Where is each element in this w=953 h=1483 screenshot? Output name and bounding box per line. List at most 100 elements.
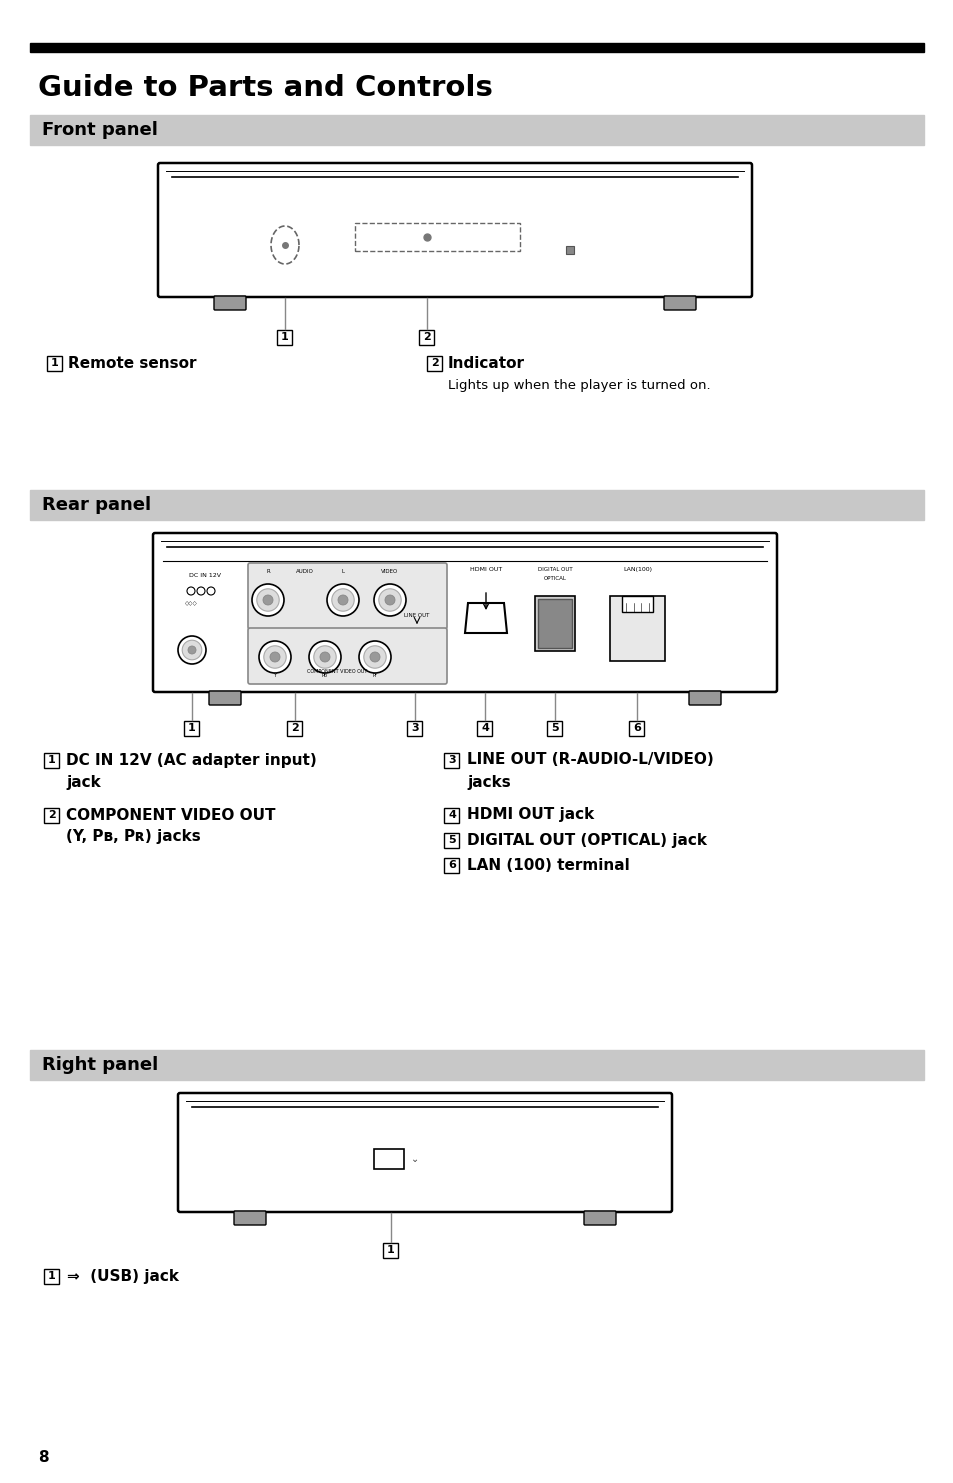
Circle shape xyxy=(187,587,194,595)
FancyBboxPatch shape xyxy=(158,163,751,297)
Text: 1: 1 xyxy=(281,332,289,343)
Circle shape xyxy=(178,636,206,664)
Text: Right panel: Right panel xyxy=(42,1056,158,1074)
Circle shape xyxy=(188,647,195,654)
Circle shape xyxy=(314,645,335,669)
Circle shape xyxy=(264,645,286,669)
Text: 3: 3 xyxy=(411,724,418,733)
Text: Pr: Pr xyxy=(373,673,377,678)
Circle shape xyxy=(252,584,284,615)
FancyBboxPatch shape xyxy=(583,1212,616,1225)
Bar xyxy=(30,489,923,521)
FancyBboxPatch shape xyxy=(444,808,459,823)
FancyBboxPatch shape xyxy=(209,691,241,704)
Circle shape xyxy=(337,595,348,605)
Bar xyxy=(355,222,519,251)
Text: Rear panel: Rear panel xyxy=(42,495,151,515)
Circle shape xyxy=(182,641,202,660)
FancyBboxPatch shape xyxy=(407,721,422,736)
Text: Indicator: Indicator xyxy=(448,356,524,371)
Circle shape xyxy=(370,653,379,661)
Text: LINE OUT: LINE OUT xyxy=(404,612,429,618)
FancyBboxPatch shape xyxy=(444,832,459,847)
Text: ⇒  (USB) jack: ⇒ (USB) jack xyxy=(67,1268,179,1283)
Circle shape xyxy=(263,595,273,605)
Text: Remote sensor: Remote sensor xyxy=(68,356,196,371)
Text: Guide to Parts and Controls: Guide to Parts and Controls xyxy=(38,74,493,102)
Bar xyxy=(30,1050,923,1080)
FancyBboxPatch shape xyxy=(287,721,302,736)
Bar xyxy=(621,596,652,612)
Text: OPTICAL: OPTICAL xyxy=(543,575,566,581)
Text: 2: 2 xyxy=(423,332,431,343)
Circle shape xyxy=(319,653,330,661)
Circle shape xyxy=(270,653,280,661)
Text: COMPONENT VIDEO OUT: COMPONENT VIDEO OUT xyxy=(66,808,275,823)
Text: Pb: Pb xyxy=(322,673,328,678)
Circle shape xyxy=(196,587,205,595)
Text: Lights up when the player is turned on.: Lights up when the player is turned on. xyxy=(448,378,710,392)
FancyBboxPatch shape xyxy=(248,564,447,629)
Bar xyxy=(30,43,923,52)
Bar xyxy=(565,246,574,254)
Text: 5: 5 xyxy=(551,724,558,733)
FancyBboxPatch shape xyxy=(48,356,63,371)
FancyBboxPatch shape xyxy=(152,532,776,693)
Text: 1: 1 xyxy=(387,1246,395,1255)
Circle shape xyxy=(309,641,340,673)
Text: Front panel: Front panel xyxy=(42,122,157,139)
Text: 6: 6 xyxy=(448,860,456,871)
Circle shape xyxy=(327,584,358,615)
Text: COMPONENT VIDEO OUT: COMPONENT VIDEO OUT xyxy=(307,669,367,673)
FancyBboxPatch shape xyxy=(233,1212,266,1225)
Circle shape xyxy=(207,587,214,595)
FancyBboxPatch shape xyxy=(663,297,696,310)
Text: 1: 1 xyxy=(188,724,195,733)
FancyBboxPatch shape xyxy=(383,1243,398,1258)
Text: 4: 4 xyxy=(448,810,456,820)
Text: LAN(100): LAN(100) xyxy=(622,567,651,572)
FancyBboxPatch shape xyxy=(45,808,59,823)
Text: 3: 3 xyxy=(448,755,456,765)
FancyBboxPatch shape xyxy=(547,721,562,736)
Circle shape xyxy=(256,589,279,611)
Text: ◇◇◇: ◇◇◇ xyxy=(185,601,197,607)
FancyBboxPatch shape xyxy=(248,627,447,684)
Text: LAN (100) terminal: LAN (100) terminal xyxy=(467,857,629,872)
Text: 1: 1 xyxy=(51,357,59,368)
FancyBboxPatch shape xyxy=(374,1149,403,1169)
FancyBboxPatch shape xyxy=(629,721,644,736)
Text: ⌄: ⌄ xyxy=(411,1154,418,1164)
Circle shape xyxy=(378,589,401,611)
Bar xyxy=(30,116,923,145)
Text: VIDEO: VIDEO xyxy=(381,569,398,574)
Circle shape xyxy=(363,645,386,669)
FancyBboxPatch shape xyxy=(184,721,199,736)
Circle shape xyxy=(374,584,406,615)
FancyBboxPatch shape xyxy=(277,329,293,344)
FancyBboxPatch shape xyxy=(213,297,246,310)
Text: 1: 1 xyxy=(48,1271,56,1281)
Text: (Y, Pʙ, Pʀ) jacks: (Y, Pʙ, Pʀ) jacks xyxy=(66,829,200,844)
FancyBboxPatch shape xyxy=(419,329,434,344)
FancyBboxPatch shape xyxy=(427,356,442,371)
Bar xyxy=(609,596,664,661)
Text: 2: 2 xyxy=(291,724,298,733)
Text: LINE OUT (R-AUDIO-L/VIDEO): LINE OUT (R-AUDIO-L/VIDEO) xyxy=(467,752,713,768)
Text: jack: jack xyxy=(66,774,101,789)
Text: DC IN 12V (AC adapter input): DC IN 12V (AC adapter input) xyxy=(66,752,316,768)
Text: 8: 8 xyxy=(38,1450,49,1465)
Circle shape xyxy=(258,641,291,673)
Circle shape xyxy=(358,641,391,673)
FancyBboxPatch shape xyxy=(477,721,492,736)
Circle shape xyxy=(385,595,395,605)
Text: R: R xyxy=(266,569,270,574)
Text: Y: Y xyxy=(274,673,276,678)
Bar xyxy=(537,599,572,648)
FancyBboxPatch shape xyxy=(45,752,59,768)
FancyBboxPatch shape xyxy=(178,1093,671,1212)
FancyBboxPatch shape xyxy=(45,1268,59,1283)
Text: 5: 5 xyxy=(448,835,456,845)
Text: HDMI OUT: HDMI OUT xyxy=(470,567,501,572)
Text: DIGITAL OUT: DIGITAL OUT xyxy=(537,567,572,572)
